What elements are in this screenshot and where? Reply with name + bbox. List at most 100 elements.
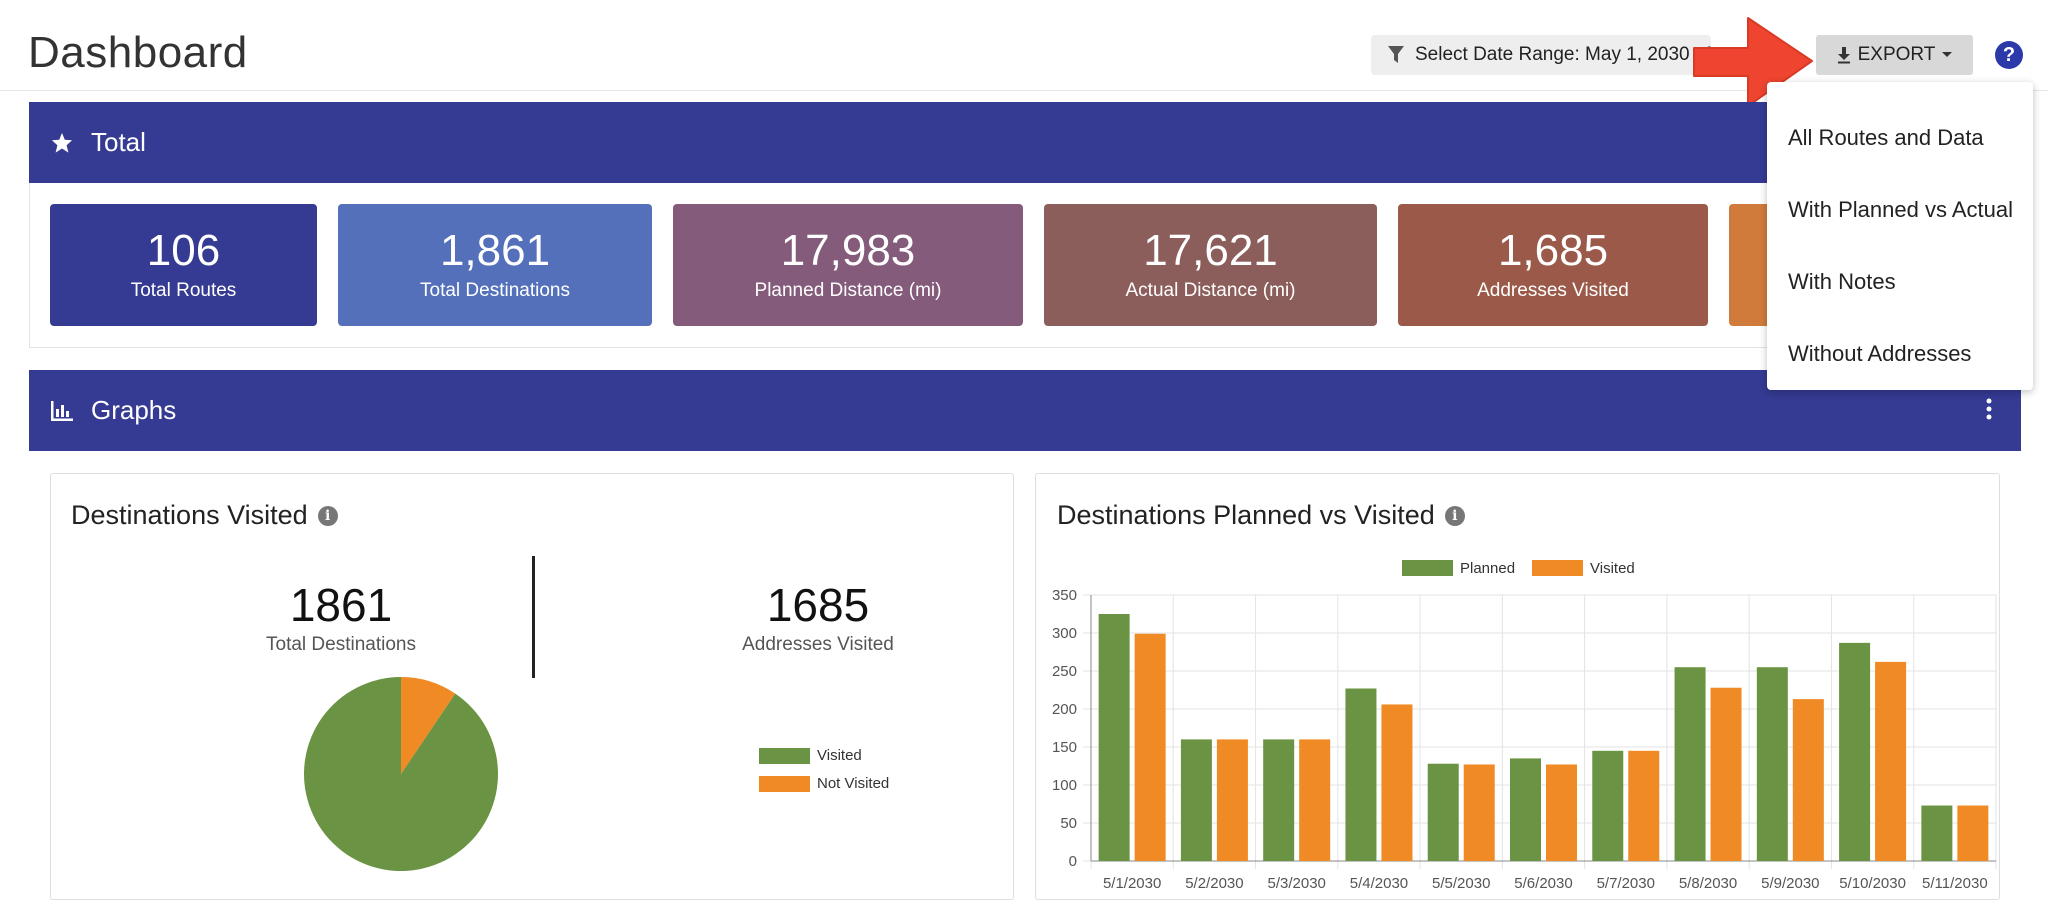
info-icon[interactable]: i — [317, 505, 338, 526]
legend-swatch-visited — [759, 747, 810, 764]
legend-swatch-not-visited — [759, 775, 810, 792]
card-caption: Total Destinations — [420, 280, 570, 301]
date-range-selector[interactable]: Select Date Range: May 1, 2030 - M — [1371, 35, 1711, 75]
y-tick-label: 200 — [1052, 701, 1077, 718]
bar-visited — [1299, 739, 1331, 861]
total-panel-title: Total — [91, 127, 146, 157]
bar-visited — [1710, 687, 1742, 861]
export-without-addresses[interactable]: Without Addresses — [1788, 341, 1972, 366]
graph-title-text: Destinations Visited — [71, 500, 308, 530]
help-icon[interactable]: ? — [1995, 41, 2023, 69]
graphs-panel-title: Graphs — [91, 395, 177, 425]
bar-planned — [1263, 739, 1295, 861]
bar-visited — [1875, 661, 1907, 861]
bar-planned — [1839, 642, 1871, 861]
legend-label-visited: Visited — [1590, 560, 1635, 577]
export-label: EXPORT — [1857, 44, 1936, 65]
bar-visited — [1463, 764, 1495, 861]
y-tick-label: 300 — [1052, 625, 1077, 642]
bar-planned — [1921, 805, 1953, 861]
x-tick-label: 5/2/2030 — [1185, 875, 1243, 892]
y-tick-label: 150 — [1052, 739, 1077, 756]
caret-down-icon — [1942, 52, 1953, 57]
export-dropdown-menu: All Routes and Data With Planned vs Actu… — [1767, 82, 2033, 390]
bar-visited — [1381, 704, 1413, 861]
info-icon[interactable]: i — [1444, 505, 1465, 526]
legend-label: Visited — [817, 747, 862, 764]
x-tick-label: 5/1/2030 — [1103, 875, 1161, 892]
bar-visited — [1134, 633, 1166, 861]
total-routes-card: 106 Total Routes — [50, 204, 317, 326]
card-value: 17,983 — [780, 226, 916, 275]
stat-value: 1861 — [289, 579, 393, 631]
bar-visited — [1216, 739, 1248, 861]
pie-legend-not-visited: Not Visited — [759, 775, 889, 792]
x-tick-label: 5/4/2030 — [1350, 875, 1408, 892]
card-value: 1,685 — [1497, 226, 1609, 275]
card-caption: Addresses Visited — [1477, 280, 1629, 301]
legend-label-planned: Planned — [1460, 560, 1515, 577]
legend-swatch-visited — [1532, 560, 1583, 576]
bar-planned — [1510, 758, 1541, 861]
x-tick-label: 5/9/2030 — [1761, 875, 1819, 892]
download-icon — [1837, 47, 1850, 64]
x-tick-label: 5/11/2030 — [1922, 875, 1988, 892]
x-tick-label: 5/5/2030 — [1432, 875, 1490, 892]
export-button[interactable]: EXPORT — [1816, 35, 1973, 75]
addresses-visited-stat: 1685 Addresses Visited — [678, 578, 958, 656]
x-tick-label: 5/6/2030 — [1514, 875, 1572, 892]
more-vertical-icon[interactable] — [1985, 397, 1993, 421]
total-panel-body — [29, 183, 2021, 348]
addresses-visited-card: 1,685 Addresses Visited — [1398, 204, 1708, 326]
destinations-visited-title: Destinations Visited i — [71, 500, 338, 531]
actual-distance-card: 17,621 Actual Distance (mi) — [1044, 204, 1377, 326]
planned-vs-visited-title: Destinations Planned vs Visited i — [1057, 500, 1465, 531]
graphs-panel-header: Graphs — [29, 370, 2021, 451]
legend-swatch-planned — [1402, 560, 1453, 576]
stat-label: Total Destinations — [266, 634, 416, 655]
legend-label: Not Visited — [817, 775, 890, 792]
planned-vs-visited-graph: Destinations Planned vs Visited i 0 50 100… — [1035, 473, 2000, 900]
destinations-visited-pie-chart — [304, 677, 498, 871]
export-with-notes[interactable]: With Notes — [1788, 269, 1896, 294]
total-panel-header: Total — [29, 102, 2021, 183]
export-all-routes-and-data[interactable]: All Routes and Data — [1788, 125, 1984, 150]
header-divider — [0, 90, 2048, 91]
stat-value: 1685 — [766, 579, 870, 631]
stat-divider — [532, 556, 535, 678]
bar-planned — [1345, 688, 1377, 861]
x-tick-label: 5/10/2030 — [1839, 875, 1906, 892]
stat-label: Addresses Visited — [742, 634, 894, 655]
graph-title-text: Destinations Planned vs Visited — [1057, 500, 1435, 530]
card-caption: Total Routes — [130, 280, 237, 301]
y-tick-label: 100 — [1052, 777, 1077, 794]
pie-slice-visited — [304, 677, 498, 871]
total-destinations-stat: 1861 Total Destinations — [201, 578, 481, 656]
pie-legend-visited: Visited — [759, 747, 862, 764]
y-tick-label: 250 — [1052, 663, 1077, 680]
bar-chart-icon — [51, 400, 73, 421]
page-title: Dashboard — [28, 28, 248, 77]
card-caption: Planned Distance (mi) — [754, 280, 942, 301]
x-tick-label: 5/8/2030 — [1679, 875, 1737, 892]
bar-visited — [1546, 764, 1577, 861]
card-value: 17,621 — [1143, 226, 1278, 275]
planned-vs-visited-bar-chart: 0 50 100 150 200 250 300 350 5/1/2030 5/2/2030 5/3… — [1052, 560, 1997, 892]
bar-planned — [1592, 750, 1624, 861]
bar-visited — [1792, 699, 1824, 861]
bar-planned — [1756, 667, 1788, 861]
bar-planned — [1098, 614, 1130, 861]
x-tick-label: 5/3/2030 — [1267, 875, 1325, 892]
y-tick-label: 50 — [1060, 815, 1077, 832]
card-value: 1,861 — [439, 226, 551, 275]
pie-slice-not-visited — [401, 677, 456, 774]
date-range-label: Select Date Range: May 1, 2030 - M — [1415, 44, 1711, 65]
bar-planned — [1674, 667, 1706, 861]
bar-planned — [1180, 739, 1212, 861]
x-tick-label: 5/7/2030 — [1597, 875, 1655, 892]
bar-visited — [1628, 750, 1660, 861]
destinations-visited-graph: Destinations Visited i 1861 Total Destin… — [50, 473, 1014, 900]
export-planned-vs-actual[interactable]: With Planned vs Actual — [1788, 197, 2014, 222]
y-tick-label: 0 — [1069, 853, 1077, 870]
bar-planned — [1427, 763, 1459, 861]
